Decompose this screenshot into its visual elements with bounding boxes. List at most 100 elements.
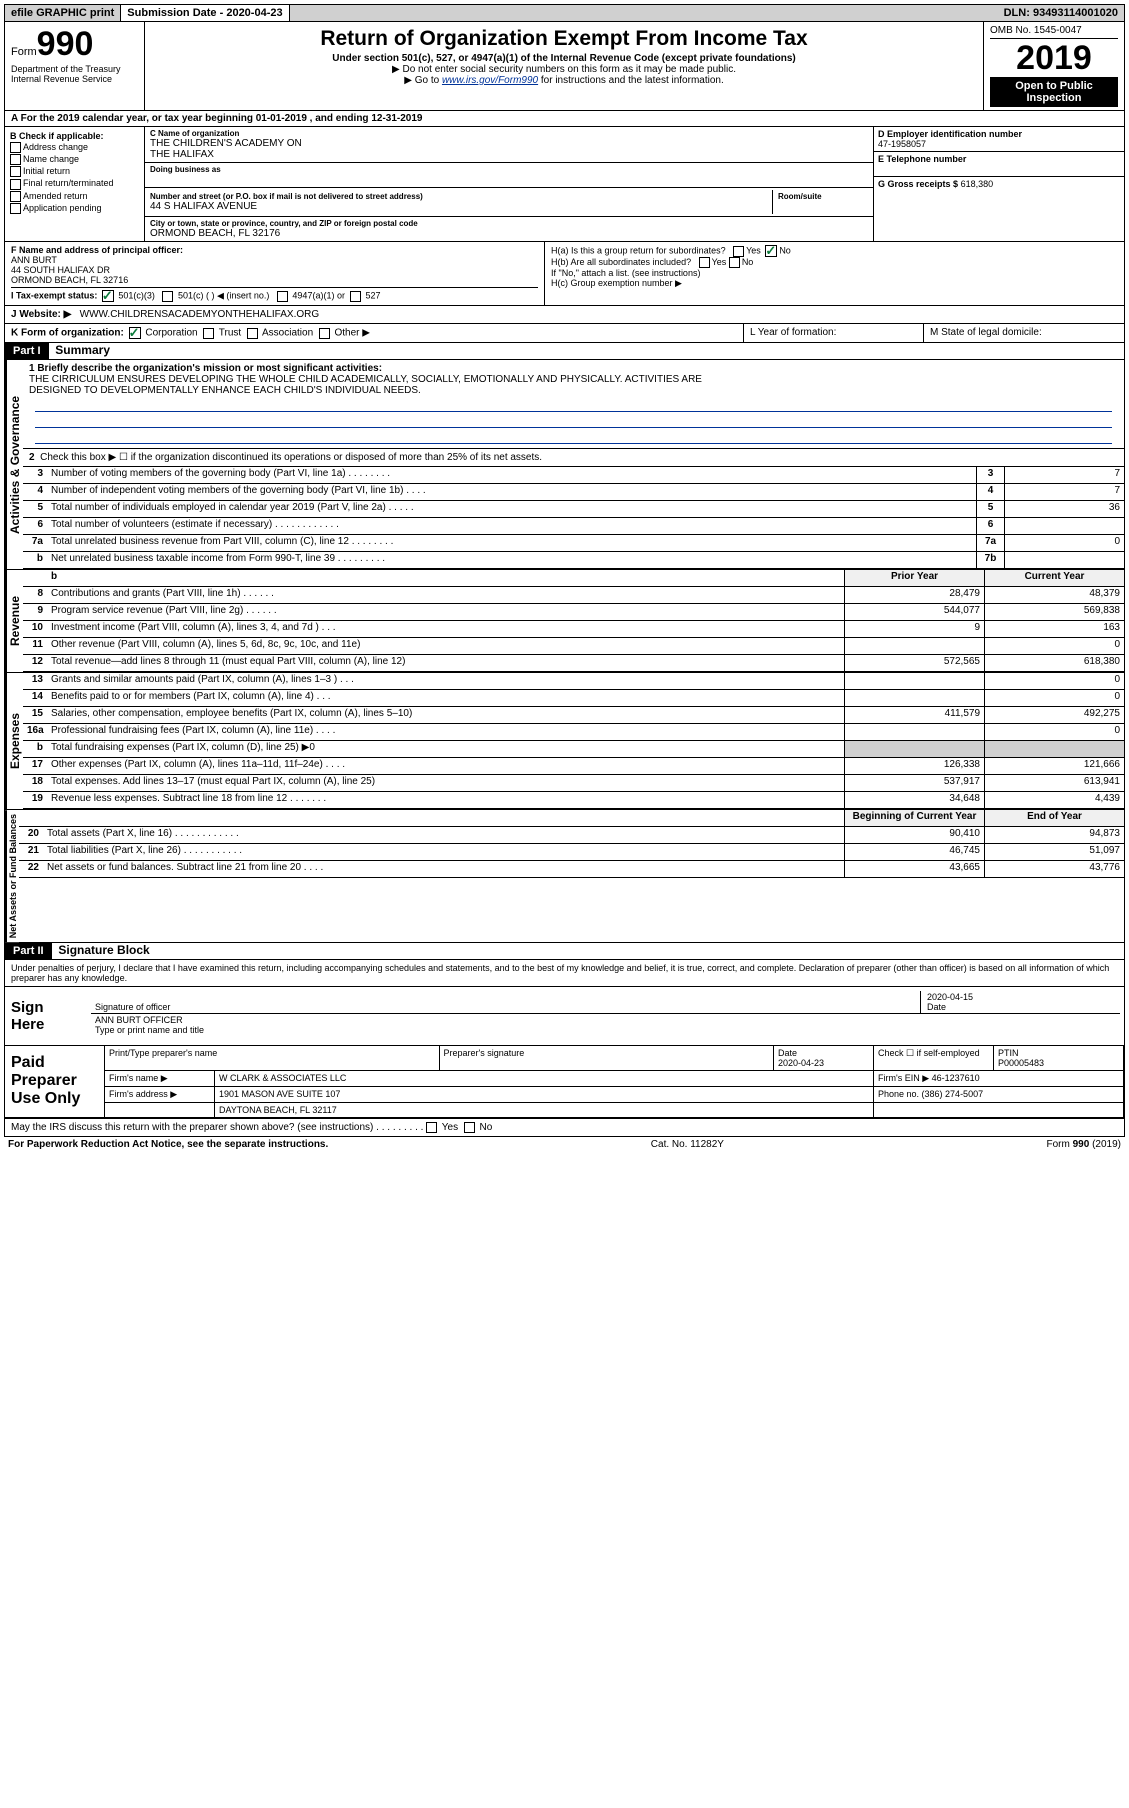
open-public-badge: Open to Public Inspection xyxy=(990,77,1118,107)
signature-block: Sign Here Signature of officer 2020-04-1… xyxy=(4,987,1125,1119)
discuss-no[interactable] xyxy=(464,1122,475,1133)
table-row: 20Total assets (Part X, line 16) . . . .… xyxy=(19,827,1124,844)
page-footer: For Paperwork Reduction Act Notice, see … xyxy=(4,1137,1125,1152)
table-row: 10Investment income (Part VIII, column (… xyxy=(23,621,1124,638)
check-527[interactable] xyxy=(350,291,361,302)
form-number: Form990 xyxy=(11,25,138,64)
subtitle-3: ▶ Go to www.irs.gov/Form990 for instruct… xyxy=(151,75,977,86)
check-b-label: B Check if applicable: xyxy=(10,131,139,141)
part2-title: Signature Block xyxy=(58,943,149,957)
discuss-yes[interactable] xyxy=(426,1122,437,1133)
dln: DLN: 93493114001020 xyxy=(998,5,1124,21)
table-row: 13Grants and similar amounts paid (Part … xyxy=(23,673,1124,690)
table-row: 6Total number of volunteers (estimate if… xyxy=(23,518,1124,535)
sidelabel-activities: Activities & Governance xyxy=(5,360,23,569)
part1-bar: Part I Summary xyxy=(4,343,1125,360)
irs-link[interactable]: www.irs.gov/Form990 xyxy=(442,75,538,86)
prep-row-4: DAYTONA BEACH, FL 32117 xyxy=(105,1103,1124,1117)
table-row: 19Revenue less expenses. Subtract line 1… xyxy=(23,792,1124,809)
expenses-section: Expenses 13Grants and similar amounts pa… xyxy=(4,673,1125,810)
hb-text: H(b) Are all subordinates included? Yes … xyxy=(551,257,1118,268)
i-label: I Tax-exempt status: xyxy=(11,290,97,300)
sidelabel-revenue: Revenue xyxy=(5,570,23,672)
dept-irs: Internal Revenue Service xyxy=(11,74,138,84)
part1-title: Summary xyxy=(55,343,110,357)
check-corp[interactable] xyxy=(129,327,141,339)
table-row: 11Other revenue (Part VIII, column (A), … xyxy=(23,638,1124,655)
tel-label: E Telephone number xyxy=(878,154,1120,164)
city-label: City or town, state or province, country… xyxy=(150,219,868,228)
part1-label: Part I xyxy=(5,343,49,359)
table-row: 5Total number of individuals employed in… xyxy=(23,501,1124,518)
l1-label: 1 Briefly describe the organization's mi… xyxy=(29,363,1118,374)
submission-date: Submission Date - 2020-04-23 xyxy=(121,5,289,21)
website-row: J Website: ▶ WWW.CHILDRENSACADEMYONTHEHA… xyxy=(4,306,1125,324)
check-501c[interactable] xyxy=(162,291,173,302)
hb-yes[interactable] xyxy=(699,257,710,268)
omb-number: OMB No. 1545-0047 xyxy=(990,25,1118,39)
table-row: 18Total expenses. Add lines 13–17 (must … xyxy=(23,775,1124,792)
footer-notice: For Paperwork Reduction Act Notice, see … xyxy=(8,1139,328,1150)
table-row: 9Program service revenue (Part VIII, lin… xyxy=(23,604,1124,621)
table-row: 3Number of voting members of the governi… xyxy=(23,467,1124,484)
declaration: Under penalties of perjury, I declare th… xyxy=(4,960,1125,987)
l-year: L Year of formation: xyxy=(744,324,924,342)
room-label: Room/suite xyxy=(778,192,868,201)
table-row: bNet unrelated business taxable income f… xyxy=(23,552,1124,569)
table-row: 7aTotal unrelated business revenue from … xyxy=(23,535,1124,552)
check-name-change[interactable]: Name change xyxy=(10,154,139,165)
k-row: K Form of organization: Corporation Trus… xyxy=(4,324,1125,343)
tax-year: 2019 xyxy=(990,41,1118,75)
paid-preparer-label: Paid Preparer Use Only xyxy=(5,1046,105,1117)
org-name-2: THE HALIFAX xyxy=(150,149,868,160)
check-initial-return[interactable]: Initial return xyxy=(10,166,139,177)
check-4947[interactable] xyxy=(277,291,288,302)
ha-text: H(a) Is this a group return for subordin… xyxy=(551,245,1118,257)
org-city: ORMOND BEACH, FL 32176 xyxy=(150,228,868,239)
sign-here-label: Sign Here xyxy=(5,987,87,1045)
m-state: M State of legal domicile: xyxy=(924,324,1124,342)
hb-no[interactable] xyxy=(729,257,740,268)
activities-section: Activities & Governance 1 Briefly descri… xyxy=(4,360,1125,570)
form-title: Return of Organization Exempt From Incom… xyxy=(151,27,977,51)
top-bar: efile GRAPHIC print Submission Date - 20… xyxy=(4,4,1125,22)
check-final-return[interactable]: Final return/terminated xyxy=(10,178,139,189)
addr-label: Number and street (or P.O. box if mail i… xyxy=(150,192,767,201)
check-trust[interactable] xyxy=(203,328,214,339)
officer-name: ANN BURT xyxy=(11,255,538,265)
check-501c3[interactable] xyxy=(102,290,114,302)
table-row: 4Number of independent voting members of… xyxy=(23,484,1124,501)
check-amended[interactable]: Amended return xyxy=(10,191,139,202)
table-row: bTotal fundraising expenses (Part IX, co… xyxy=(23,741,1124,758)
org-name-label: C Name of organization xyxy=(150,129,868,138)
check-other[interactable] xyxy=(319,328,330,339)
prep-row-2: Firm's name ▶W CLARK & ASSOCIATES LLCFir… xyxy=(105,1071,1124,1087)
ein-label: D Employer identification number xyxy=(878,129,1120,139)
subtitle-1: Under section 501(c), 527, or 4947(a)(1)… xyxy=(151,53,977,64)
table-row: 17Other expenses (Part IX, column (A), l… xyxy=(23,758,1124,775)
hc-text: H(c) Group exemption number ▶ xyxy=(551,278,1118,289)
ha-no[interactable] xyxy=(765,245,777,257)
check-pending[interactable]: Application pending xyxy=(10,203,139,214)
table-row: 15Salaries, other compensation, employee… xyxy=(23,707,1124,724)
check-assoc[interactable] xyxy=(247,328,258,339)
revenue-section: Revenue b Prior Year Current Year 8Contr… xyxy=(4,570,1125,673)
prep-row-1: Print/Type preparer's name Preparer's si… xyxy=(105,1046,1124,1071)
mission-2: DESIGNED TO DEVELOPMENTALLY ENHANCE EACH… xyxy=(29,385,1118,396)
efile-label[interactable]: efile GRAPHIC print xyxy=(5,5,121,21)
org-info-grid: B Check if applicable: Address change Na… xyxy=(4,127,1125,242)
l2-text: Check this box ▶ ☐ if the organization d… xyxy=(40,452,542,463)
gross-label: G Gross receipts $ xyxy=(878,179,958,189)
pycy-header: b Prior Year Current Year xyxy=(23,570,1124,587)
table-row: 16aProfessional fundraising fees (Part I… xyxy=(23,724,1124,741)
officer-addr1: 44 SOUTH HALIFAX DR xyxy=(11,265,538,275)
check-address-change[interactable]: Address change xyxy=(10,142,139,153)
website-value[interactable]: WWW.CHILDRENSACADEMYONTHEHALIFAX.ORG xyxy=(80,309,319,320)
f-label: F Name and address of principal officer: xyxy=(11,245,538,255)
table-row: 22Net assets or fund balances. Subtract … xyxy=(19,861,1124,878)
ha-yes[interactable] xyxy=(733,246,744,257)
hb-note: If "No," attach a list. (see instruction… xyxy=(551,268,1118,278)
org-address: 44 S HALIFAX AVENUE xyxy=(150,201,767,212)
netassets-header: Beginning of Current Year End of Year xyxy=(19,810,1124,827)
prep-row-3: Firm's address ▶1901 MASON AVE SUITE 107… xyxy=(105,1087,1124,1103)
